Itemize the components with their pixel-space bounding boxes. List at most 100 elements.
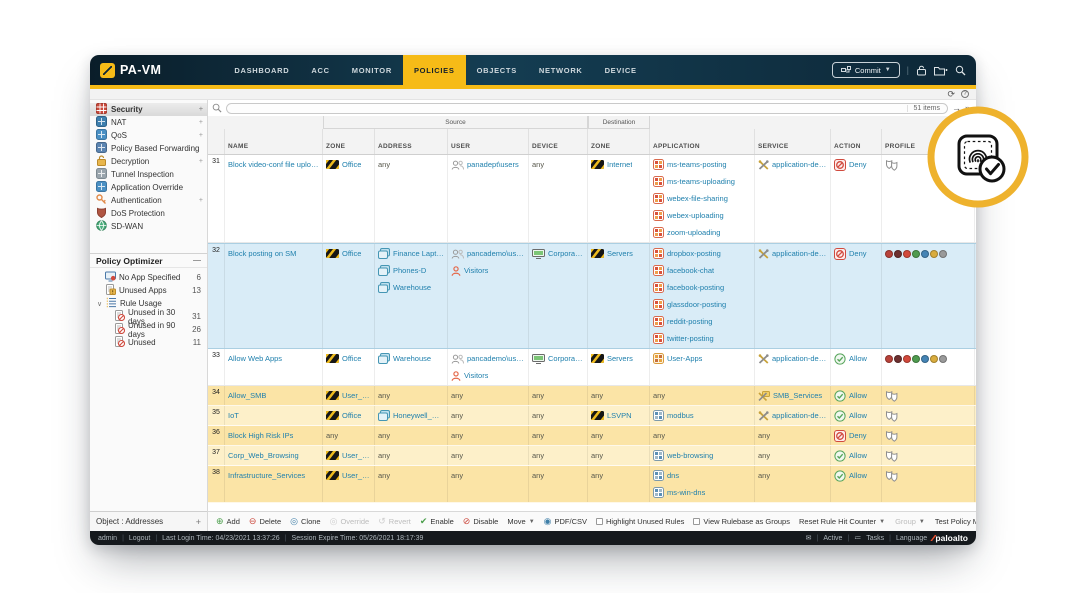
expander-icon[interactable]: + — [198, 158, 203, 165]
source-address-value[interactable]: Warehouse — [393, 283, 432, 292]
mail-icon[interactable]: ✉ — [805, 535, 812, 542]
filter-searchbox[interactable]: 51 items — [226, 102, 948, 114]
tab-device[interactable]: DEVICE — [604, 65, 637, 75]
source-user-value[interactable]: any — [451, 411, 464, 420]
optimizer-item-unused[interactable]: Unused 11 — [90, 336, 207, 349]
application-value[interactable]: ms-teams-posting — [667, 160, 727, 169]
rule-name-link[interactable]: Block video-conf file uploading — [228, 160, 319, 169]
source-address-value[interactable]: Phones-D — [393, 266, 427, 275]
rule-name-link[interactable]: Allow Web Apps — [228, 354, 283, 363]
service-value[interactable]: application-default — [772, 249, 827, 258]
refresh-icon[interactable]: ⟳ — [947, 88, 955, 99]
rule-row-33[interactable]: 33 Allow Web Apps Office Warehouse pancademo… — [208, 349, 976, 386]
rule-name-link[interactable]: Allow_SMB — [228, 391, 267, 400]
application-value[interactable]: webex-uploading — [667, 211, 724, 220]
highlight-unused-rules-checkbox[interactable] — [596, 518, 604, 525]
dest-zone-value[interactable]: any — [591, 431, 604, 440]
source-device-value[interactable]: any — [532, 391, 545, 400]
sidebar-item-qos[interactable]: QoS + — [90, 129, 207, 142]
service-value[interactable]: any — [758, 471, 771, 480]
application-value[interactable]: any — [653, 431, 666, 440]
source-device-value[interactable]: any — [532, 160, 545, 169]
source-user-value[interactable]: any — [451, 471, 464, 480]
source-zone-value[interactable]: User_Tap — [342, 471, 371, 480]
source-device-value[interactable]: any — [532, 411, 545, 420]
source-user-value[interactable]: pancademo\users — [467, 354, 525, 363]
dest-zone-value[interactable]: Internet — [607, 160, 633, 169]
source-address-value[interactable]: any — [378, 451, 391, 460]
rule-row-37[interactable]: 37 Corp_Web_Browsing User_Tap any any any any w… — [208, 446, 976, 466]
application-value[interactable]: dns — [667, 471, 680, 480]
service-value[interactable]: application-default — [772, 354, 827, 363]
optimizer-item-unused-in-30-days[interactable]: Unused in 30 days 31 — [90, 308, 207, 326]
pdf-csv-button[interactable]: ◉ PDF/CSV — [544, 517, 587, 527]
sidebar-item-authentication[interactable]: Authentication + — [90, 194, 207, 207]
source-address-value[interactable]: any — [378, 431, 391, 440]
action-value[interactable]: Deny — [849, 431, 867, 440]
rule-row-32[interactable]: 32 Block posting on SM Office Finance Lapto… — [208, 243, 976, 349]
sidebar-item-tunnel-inspection[interactable]: Tunnel Inspection — [90, 168, 207, 181]
source-zone-value[interactable]: User_Tap — [342, 451, 371, 460]
source-device-value[interactable]: Corporate T... — [548, 354, 584, 363]
tab-objects[interactable]: OBJECTS — [476, 65, 517, 75]
sidebar-item-application-override[interactable]: Application Override — [90, 181, 207, 194]
dest-zone-value[interactable]: Servers — [607, 249, 633, 258]
source-device-value[interactable]: Corporate T... — [548, 249, 584, 258]
action-value[interactable]: Deny — [849, 160, 867, 169]
object-addresses-footer[interactable]: Object : Addresses + — [90, 511, 207, 531]
action-value[interactable]: Allow — [849, 391, 867, 400]
source-zone-value[interactable]: Office — [342, 411, 362, 420]
profile-group-icons[interactable] — [885, 245, 971, 262]
source-user-value[interactable]: panadept\users — [467, 160, 519, 169]
commit-button[interactable]: Commit ▼ — [831, 62, 900, 78]
action-value[interactable]: Allow — [849, 451, 867, 460]
rule-name-link[interactable]: Infrastructure_Services — [228, 471, 306, 480]
disable-button[interactable]: ⊘ Disable — [463, 517, 499, 527]
rule-name-link[interactable]: Block posting on SM — [228, 249, 297, 258]
add-icon[interactable]: + — [195, 516, 201, 527]
profile-group-icons[interactable] — [885, 350, 971, 367]
source-device-value[interactable]: any — [532, 451, 545, 460]
status-tasks[interactable]: Tasks — [866, 534, 885, 542]
rule-row-34[interactable]: 34 Allow_SMB User_Tap any any any any any SMB_Se… — [208, 386, 976, 406]
source-zone-value[interactable]: Office — [342, 160, 362, 169]
service-value[interactable]: SMB_Services — [773, 391, 823, 400]
enable-button[interactable]: ✔ Enable — [420, 517, 454, 527]
column-header-address-3[interactable]: ADDRESS — [375, 129, 448, 154]
application-value[interactable]: ms-win-dns — [667, 488, 706, 497]
help-icon[interactable]: ? — [961, 90, 969, 98]
view-rulebase-as-groups-checkbox[interactable] — [693, 518, 701, 525]
optimizer-item-rule-usage[interactable]: ∨ Rule Usage — [90, 297, 207, 310]
rule-name-link[interactable]: Corp_Web_Browsing — [228, 451, 299, 460]
dest-zone-value[interactable]: any — [591, 391, 604, 400]
application-value[interactable]: twitter-posting — [667, 334, 714, 343]
source-device-value[interactable]: any — [532, 431, 545, 440]
column-header-action-9[interactable]: ACTION — [831, 129, 882, 154]
sidebar-item-decryption[interactable]: Decryption + — [90, 155, 207, 168]
source-address-value[interactable]: any — [378, 471, 391, 480]
tab-acc[interactable]: ACC — [311, 65, 330, 75]
collapse-icon[interactable]: — — [193, 256, 201, 265]
logout-link[interactable]: Logout — [128, 534, 151, 542]
column-header-application-7[interactable]: APPLICATION — [650, 129, 755, 154]
application-value[interactable]: zoom-uploading — [667, 228, 721, 237]
service-value[interactable]: application-default — [772, 160, 827, 169]
chevron-down-icon[interactable]: ∨ — [96, 300, 103, 308]
application-value[interactable]: User-Apps — [667, 354, 703, 363]
status-language[interactable]: Language — [895, 534, 928, 542]
source-user-value[interactable]: any — [451, 391, 464, 400]
application-value[interactable]: dropbox-posting — [667, 249, 721, 258]
service-value[interactable]: application-default — [772, 411, 827, 420]
sidebar-item-security[interactable]: Security + — [90, 103, 207, 116]
application-value[interactable]: glassdoor-posting — [667, 300, 727, 309]
column-header-zone-6[interactable]: ZONE — [588, 129, 650, 154]
test-policy-match-button[interactable]: Test Policy Match — [935, 517, 976, 526]
dest-zone-value[interactable]: any — [591, 471, 604, 480]
source-user-value[interactable]: any — [451, 451, 464, 460]
sidebar-item-dos-protection[interactable]: DoS Protection — [90, 207, 207, 220]
service-value[interactable]: any — [758, 431, 771, 440]
action-value[interactable]: Allow — [849, 471, 867, 480]
sidebar-item-sd-wan[interactable]: SD-WAN — [90, 220, 207, 233]
source-user-value[interactable]: any — [451, 431, 464, 440]
